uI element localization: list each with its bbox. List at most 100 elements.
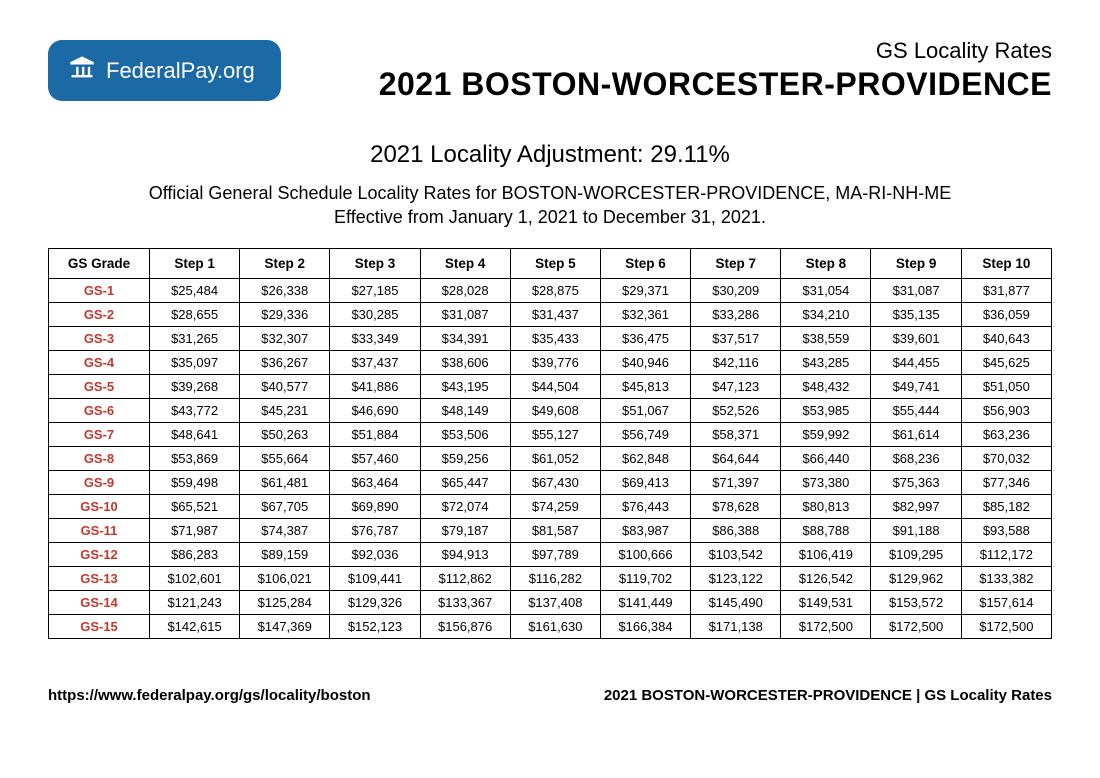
- pay-cell: $29,371: [600, 278, 690, 302]
- pay-cell: $106,419: [781, 542, 871, 566]
- pay-cell: $81,587: [510, 518, 600, 542]
- grade-cell: GS-8: [49, 446, 150, 470]
- pay-cell: $85,182: [961, 494, 1051, 518]
- pay-cell: $133,367: [420, 590, 510, 614]
- pay-cell: $32,361: [600, 302, 690, 326]
- pay-cell: $64,644: [691, 446, 781, 470]
- pay-cell: $51,884: [330, 422, 420, 446]
- pay-cell: $36,267: [240, 350, 330, 374]
- pay-cell: $33,286: [691, 302, 781, 326]
- pay-cell: $53,869: [149, 446, 239, 470]
- pay-cell: $137,408: [510, 590, 600, 614]
- column-header: Step 10: [961, 248, 1051, 278]
- pay-cell: $31,265: [149, 326, 239, 350]
- pay-cell: $76,443: [600, 494, 690, 518]
- table-row: GS-2$28,655$29,336$30,285$31,087$31,437$…: [49, 302, 1052, 326]
- pay-cell: $78,628: [691, 494, 781, 518]
- pay-cell: $52,526: [691, 398, 781, 422]
- pay-cell: $43,772: [149, 398, 239, 422]
- building-icon: [68, 54, 96, 87]
- column-header: Step 9: [871, 248, 961, 278]
- pay-cell: $103,542: [691, 542, 781, 566]
- pay-cell: $69,890: [330, 494, 420, 518]
- pay-cell: $55,127: [510, 422, 600, 446]
- pay-cell: $82,997: [871, 494, 961, 518]
- pay-cell: $59,256: [420, 446, 510, 470]
- pay-cell: $86,283: [149, 542, 239, 566]
- pay-cell: $76,787: [330, 518, 420, 542]
- pay-cell: $67,430: [510, 470, 600, 494]
- pay-cell: $109,441: [330, 566, 420, 590]
- pay-cell: $141,449: [600, 590, 690, 614]
- pay-cell: $147,369: [240, 614, 330, 638]
- pay-cell: $31,087: [871, 278, 961, 302]
- pay-cell: $45,813: [600, 374, 690, 398]
- description-line1: Official General Schedule Locality Rates…: [149, 183, 952, 203]
- grade-cell: GS-3: [49, 326, 150, 350]
- pay-cell: $47,123: [691, 374, 781, 398]
- pay-cell: $89,159: [240, 542, 330, 566]
- pay-cell: $49,608: [510, 398, 600, 422]
- pay-cell: $31,437: [510, 302, 600, 326]
- grade-cell: GS-5: [49, 374, 150, 398]
- grade-cell: GS-1: [49, 278, 150, 302]
- pay-cell: $48,641: [149, 422, 239, 446]
- pay-cell: $55,444: [871, 398, 961, 422]
- pay-cell: $49,741: [871, 374, 961, 398]
- pay-cell: $79,187: [420, 518, 510, 542]
- pay-cell: $106,021: [240, 566, 330, 590]
- pay-cell: $26,338: [240, 278, 330, 302]
- pay-cell: $125,284: [240, 590, 330, 614]
- pay-cell: $88,788: [781, 518, 871, 542]
- grade-cell: GS-4: [49, 350, 150, 374]
- pay-cell: $152,123: [330, 614, 420, 638]
- page-title: 2021 BOSTON-WORCESTER-PROVIDENCE: [379, 66, 1052, 103]
- pay-cell: $40,577: [240, 374, 330, 398]
- column-header: Step 3: [330, 248, 420, 278]
- pay-cell: $45,625: [961, 350, 1051, 374]
- pay-cell: $80,813: [781, 494, 871, 518]
- pay-cell: $57,460: [330, 446, 420, 470]
- pay-cell: $40,643: [961, 326, 1051, 350]
- table-row: GS-11$71,987$74,387$76,787$79,187$81,587…: [49, 518, 1052, 542]
- pay-cell: $97,789: [510, 542, 600, 566]
- pay-cell: $100,666: [600, 542, 690, 566]
- pay-cell: $33,349: [330, 326, 420, 350]
- pay-cell: $142,615: [149, 614, 239, 638]
- pay-cell: $32,307: [240, 326, 330, 350]
- description: Official General Schedule Locality Rates…: [48, 181, 1052, 230]
- table-row: GS-9$59,498$61,481$63,464$65,447$67,430$…: [49, 470, 1052, 494]
- pay-cell: $59,498: [149, 470, 239, 494]
- table-row: GS-12$86,283$89,159$92,036$94,913$97,789…: [49, 542, 1052, 566]
- pay-cell: $161,630: [510, 614, 600, 638]
- pay-cell: $25,484: [149, 278, 239, 302]
- pay-cell: $77,346: [961, 470, 1051, 494]
- pay-cell: $43,195: [420, 374, 510, 398]
- pay-cell: $56,749: [600, 422, 690, 446]
- pay-cell: $172,500: [871, 614, 961, 638]
- table-body: GS-1$25,484$26,338$27,185$28,028$28,875$…: [49, 278, 1052, 638]
- grade-cell: GS-7: [49, 422, 150, 446]
- pay-cell: $35,097: [149, 350, 239, 374]
- pay-cell: $121,243: [149, 590, 239, 614]
- pay-cell: $55,664: [240, 446, 330, 470]
- grade-cell: GS-14: [49, 590, 150, 614]
- pay-cell: $171,138: [691, 614, 781, 638]
- pay-cell: $34,391: [420, 326, 510, 350]
- pay-cell: $123,122: [691, 566, 781, 590]
- pay-cell: $41,886: [330, 374, 420, 398]
- pay-cell: $39,601: [871, 326, 961, 350]
- page-subtitle: GS Locality Rates: [379, 38, 1052, 64]
- pay-cell: $27,185: [330, 278, 420, 302]
- pay-cell: $63,464: [330, 470, 420, 494]
- pay-cell: $31,054: [781, 278, 871, 302]
- pay-cell: $61,052: [510, 446, 600, 470]
- pay-cell: $44,504: [510, 374, 600, 398]
- title-block: GS Locality Rates 2021 BOSTON-WORCESTER-…: [379, 38, 1052, 103]
- pay-cell: $74,387: [240, 518, 330, 542]
- pay-cell: $53,506: [420, 422, 510, 446]
- pay-cell: $66,440: [781, 446, 871, 470]
- column-header: GS Grade: [49, 248, 150, 278]
- table-row: GS-6$43,772$45,231$46,690$48,149$49,608$…: [49, 398, 1052, 422]
- pay-cell: $73,380: [781, 470, 871, 494]
